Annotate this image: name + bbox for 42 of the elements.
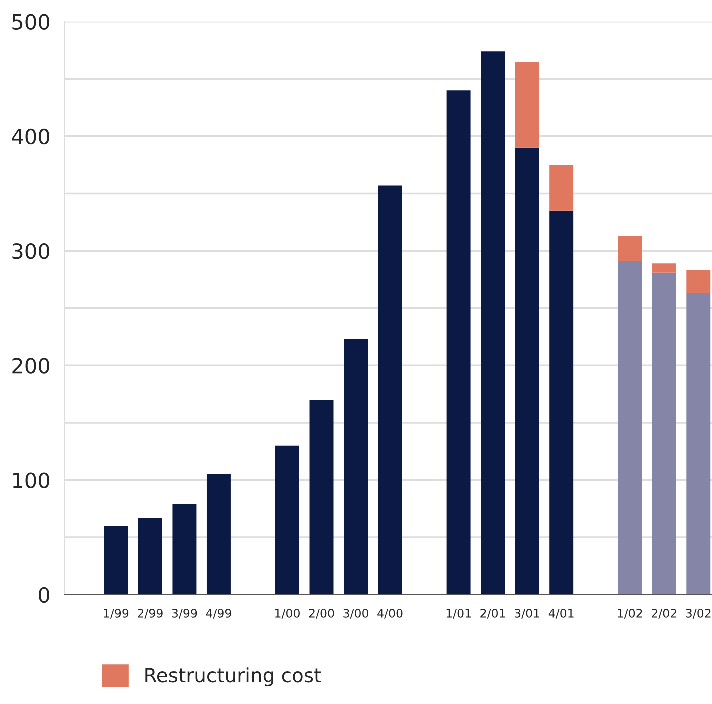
bar (378, 186, 402, 595)
x-tick-label: 1/99 (104, 608, 129, 619)
bar (172, 504, 197, 595)
y-tick-label: 0 (39, 587, 50, 604)
x-tick-label: 4/01 (548, 608, 574, 619)
bar (344, 339, 368, 595)
bar (515, 62, 540, 148)
x-tick-label: 4/99 (206, 608, 232, 619)
x-tick-label: 2/02 (652, 608, 676, 619)
bar (686, 293, 711, 595)
x-tick-label: 2/00 (309, 608, 334, 619)
bar (206, 474, 231, 595)
bar (276, 446, 300, 595)
x-tick-label: 4/00 (378, 608, 403, 619)
x-tick-label: 3/02 (686, 608, 711, 619)
y-tick-label: 500 (12, 14, 50, 30)
bar (310, 400, 334, 595)
legend-label: Restructuring cost (146, 668, 322, 686)
x-tick-label: 3/00 (344, 608, 368, 619)
x-tick-label: 1/00 (276, 608, 300, 619)
x-tick-label: 3/99 (172, 608, 198, 619)
bar (515, 148, 540, 595)
x-tick-label: 1/01 (446, 608, 471, 619)
x-tick-label: 1/02 (618, 608, 642, 619)
x-tick-label: 2/01 (480, 608, 506, 619)
bar (686, 270, 711, 294)
bar (550, 165, 574, 211)
bar (138, 518, 162, 595)
x-tick-label: 3/01 (514, 608, 540, 619)
bar (481, 52, 506, 595)
y-tick-label: 400 (12, 128, 50, 145)
bar (618, 261, 642, 595)
bar (104, 526, 128, 595)
bar (652, 272, 676, 595)
bar (446, 90, 471, 595)
bar (618, 236, 642, 262)
y-tick-label: 100 (13, 472, 50, 488)
bar (652, 264, 676, 273)
bar (550, 210, 574, 595)
y-tick-label: 200 (12, 358, 50, 374)
x-tick-label: 2/99 (138, 608, 163, 619)
y-tick-label: 300 (12, 244, 50, 260)
